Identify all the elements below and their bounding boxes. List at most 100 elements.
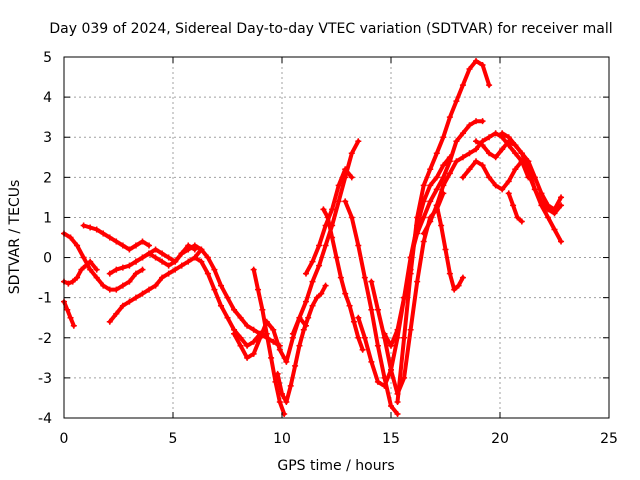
data-point	[531, 186, 538, 193]
data-point	[544, 214, 551, 221]
data-point	[191, 242, 198, 249]
data-point	[279, 390, 285, 397]
data-points	[61, 58, 565, 417]
data-point	[313, 294, 320, 301]
data-point	[420, 182, 427, 189]
y-tick-label: -3	[38, 371, 52, 387]
data-point	[538, 190, 545, 197]
data-point	[119, 282, 126, 289]
data-point	[119, 242, 126, 249]
data-point	[348, 214, 355, 221]
data-point	[106, 286, 113, 293]
data-point	[309, 302, 316, 309]
series-arc16	[342, 198, 401, 417]
data-point	[87, 224, 94, 231]
data-point	[414, 278, 421, 285]
data-point	[322, 282, 329, 289]
data-point	[106, 270, 113, 277]
x-tick-label: 20	[491, 431, 509, 447]
data-point	[224, 314, 231, 321]
data-point	[289, 330, 296, 337]
data-point	[499, 186, 506, 193]
data-point	[119, 264, 126, 271]
data-point	[172, 258, 179, 265]
data-point	[473, 118, 480, 125]
data-point	[113, 266, 120, 273]
series-arc4	[80, 222, 153, 253]
series-arc21	[407, 118, 486, 261]
data-point	[106, 234, 113, 241]
data-point	[211, 266, 218, 273]
data-point	[388, 402, 394, 409]
data-point	[440, 182, 447, 189]
data-point	[82, 262, 89, 269]
data-point	[139, 238, 146, 245]
data-point	[70, 322, 77, 329]
data-point	[446, 114, 453, 121]
data-point	[355, 242, 362, 249]
data-point	[538, 202, 545, 209]
data-point	[486, 150, 493, 157]
data-point	[283, 358, 290, 365]
data-point	[204, 270, 211, 277]
data-point	[64, 306, 71, 313]
data-point	[302, 270, 309, 277]
data-point	[159, 274, 166, 281]
data-point	[348, 174, 355, 181]
data-point	[505, 134, 512, 141]
data-point	[165, 254, 172, 261]
x-tick-label: 10	[273, 431, 291, 447]
data-point	[255, 286, 262, 293]
data-point	[244, 322, 251, 329]
data-point	[466, 66, 473, 73]
data-point	[87, 266, 94, 273]
data-point	[333, 254, 340, 261]
x-tick-label: 15	[382, 431, 400, 447]
data-point	[381, 330, 388, 337]
data-point	[126, 298, 133, 305]
data-point	[322, 242, 329, 249]
y-tick-label: 4	[43, 90, 52, 106]
data-point	[442, 246, 449, 253]
data-point	[106, 318, 113, 325]
data-point	[440, 162, 447, 169]
data-point	[342, 198, 349, 205]
series-arc12	[274, 282, 329, 405]
data-point	[455, 282, 462, 289]
data-point	[486, 134, 493, 141]
series-arc26	[499, 130, 565, 213]
y-tick-label: 2	[43, 170, 52, 186]
data-point	[126, 246, 133, 253]
data-point	[381, 382, 388, 389]
series-trace	[460, 159, 563, 216]
series-trace	[179, 243, 282, 348]
data-point	[198, 246, 205, 253]
data-point	[361, 274, 368, 281]
data-point	[446, 158, 453, 165]
data-point	[74, 274, 81, 281]
data-point	[512, 166, 519, 173]
data-point	[165, 270, 172, 277]
series-arc3	[61, 298, 77, 329]
data-point	[132, 270, 139, 277]
axis-ticks	[63, 56, 610, 419]
data-point	[198, 258, 205, 265]
data-point	[113, 286, 120, 293]
x-tick-label: 25	[600, 431, 618, 447]
data-point	[139, 254, 146, 261]
data-point	[479, 62, 486, 69]
data-point	[388, 342, 394, 349]
y-tick-label: -1	[38, 291, 52, 307]
chart-title: Day 039 of 2024, Sidereal Day-to-day VTE…	[49, 21, 612, 37]
data-point	[374, 306, 381, 313]
data-point	[257, 334, 264, 341]
data-point	[204, 254, 211, 261]
data-point	[132, 242, 139, 249]
data-point	[302, 298, 309, 305]
data-point	[87, 258, 94, 265]
data-point	[440, 134, 447, 141]
series-trace	[506, 191, 524, 224]
data-point	[217, 282, 224, 289]
data-point	[185, 258, 192, 265]
